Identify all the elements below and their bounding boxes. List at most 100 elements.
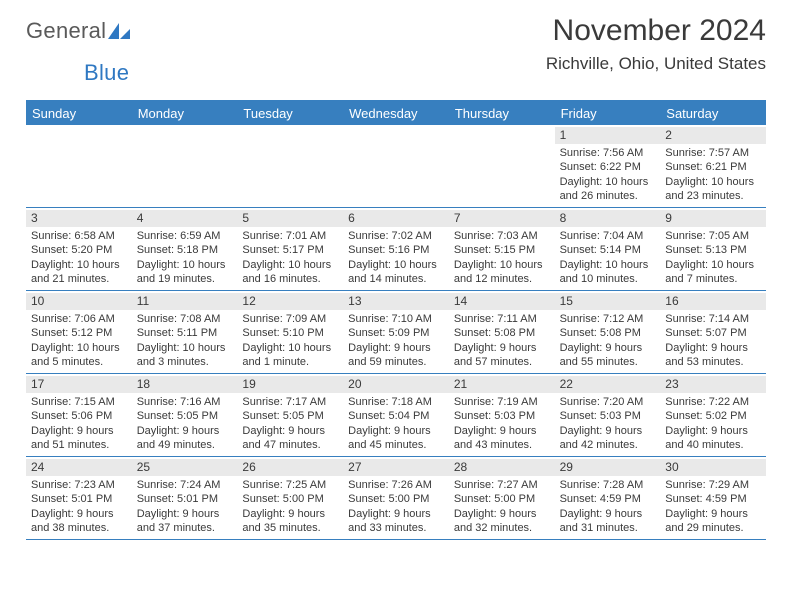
sunrise-line: Sunrise: 7:27 AM xyxy=(454,478,550,492)
location-label: Richville, Ohio, United States xyxy=(546,54,766,74)
daylight-line-2: and 21 minutes. xyxy=(31,272,127,286)
sunset-line: Sunset: 5:03 PM xyxy=(454,409,550,423)
calendar-cell: 4Sunrise: 6:59 AMSunset: 5:18 PMDaylight… xyxy=(132,208,238,290)
daylight-line-2: and 42 minutes. xyxy=(560,438,656,452)
calendar-cell: 26Sunrise: 7:25 AMSunset: 5:00 PMDayligh… xyxy=(237,457,343,539)
day-number: 6 xyxy=(343,210,449,227)
day-number: 29 xyxy=(555,459,661,476)
daylight-line-2: and 53 minutes. xyxy=(665,355,761,369)
daylight-line-1: Daylight: 10 hours xyxy=(348,258,444,272)
daylight-line-2: and 12 minutes. xyxy=(454,272,550,286)
day-number: 21 xyxy=(449,376,555,393)
daylight-line-1: Daylight: 9 hours xyxy=(137,424,233,438)
day-number: 16 xyxy=(660,293,766,310)
calendar-cell: 20Sunrise: 7:18 AMSunset: 5:04 PMDayligh… xyxy=(343,374,449,456)
calendar-cell: 17Sunrise: 7:15 AMSunset: 5:06 PMDayligh… xyxy=(26,374,132,456)
sunrise-line: Sunrise: 6:58 AM xyxy=(31,229,127,243)
calendar-cell: 14Sunrise: 7:11 AMSunset: 5:08 PMDayligh… xyxy=(449,291,555,373)
logo-text-2: Blue xyxy=(84,60,129,86)
daylight-line-1: Daylight: 10 hours xyxy=(560,175,656,189)
daylight-line-1: Daylight: 9 hours xyxy=(665,424,761,438)
day-number: 30 xyxy=(660,459,766,476)
sunset-line: Sunset: 5:10 PM xyxy=(242,326,338,340)
sunset-line: Sunset: 5:18 PM xyxy=(137,243,233,257)
sunset-line: Sunset: 5:01 PM xyxy=(137,492,233,506)
calendar-cell: 6Sunrise: 7:02 AMSunset: 5:16 PMDaylight… xyxy=(343,208,449,290)
daylight-line-2: and 49 minutes. xyxy=(137,438,233,452)
sunset-line: Sunset: 5:03 PM xyxy=(560,409,656,423)
sunset-line: Sunset: 5:06 PM xyxy=(31,409,127,423)
day-header: Sunday xyxy=(26,102,132,125)
sunrise-line: Sunrise: 7:12 AM xyxy=(560,312,656,326)
day-number: 9 xyxy=(660,210,766,227)
sunrise-line: Sunrise: 7:56 AM xyxy=(560,146,656,160)
calendar-cell: 21Sunrise: 7:19 AMSunset: 5:03 PMDayligh… xyxy=(449,374,555,456)
calendar-cell: 22Sunrise: 7:20 AMSunset: 5:03 PMDayligh… xyxy=(555,374,661,456)
header: General Blue November 2024 Richville, Oh… xyxy=(0,0,792,90)
sunset-line: Sunset: 5:01 PM xyxy=(31,492,127,506)
sunrise-line: Sunrise: 7:24 AM xyxy=(137,478,233,492)
daylight-line-1: Daylight: 10 hours xyxy=(454,258,550,272)
daylight-line-1: Daylight: 9 hours xyxy=(560,507,656,521)
calendar-cell xyxy=(449,125,555,207)
sunrise-line: Sunrise: 7:10 AM xyxy=(348,312,444,326)
day-number: 26 xyxy=(237,459,343,476)
calendar-cell xyxy=(132,125,238,207)
daylight-line-1: Daylight: 9 hours xyxy=(348,424,444,438)
day-number: 28 xyxy=(449,459,555,476)
day-number: 27 xyxy=(343,459,449,476)
day-number: 10 xyxy=(26,293,132,310)
day-header: Tuesday xyxy=(237,102,343,125)
calendar-cell: 5Sunrise: 7:01 AMSunset: 5:17 PMDaylight… xyxy=(237,208,343,290)
sunset-line: Sunset: 5:00 PM xyxy=(242,492,338,506)
daylight-line-2: and 38 minutes. xyxy=(31,521,127,535)
sunset-line: Sunset: 5:02 PM xyxy=(665,409,761,423)
calendar-cell xyxy=(26,125,132,207)
calendar-cell: 29Sunrise: 7:28 AMSunset: 4:59 PMDayligh… xyxy=(555,457,661,539)
page-title: November 2024 xyxy=(553,14,766,48)
day-number: 1 xyxy=(555,127,661,144)
day-number: 8 xyxy=(555,210,661,227)
sunset-line: Sunset: 5:13 PM xyxy=(665,243,761,257)
sunrise-line: Sunrise: 7:23 AM xyxy=(31,478,127,492)
day-number: 25 xyxy=(132,459,238,476)
calendar-cell: 10Sunrise: 7:06 AMSunset: 5:12 PMDayligh… xyxy=(26,291,132,373)
calendar-cell: 8Sunrise: 7:04 AMSunset: 5:14 PMDaylight… xyxy=(555,208,661,290)
weeks-container: 1Sunrise: 7:56 AMSunset: 6:22 PMDaylight… xyxy=(26,125,766,540)
calendar-cell: 12Sunrise: 7:09 AMSunset: 5:10 PMDayligh… xyxy=(237,291,343,373)
sunset-line: Sunset: 5:05 PM xyxy=(137,409,233,423)
daylight-line-1: Daylight: 9 hours xyxy=(454,424,550,438)
sunrise-line: Sunrise: 7:08 AM xyxy=(137,312,233,326)
daylight-line-2: and 14 minutes. xyxy=(348,272,444,286)
daylight-line-1: Daylight: 10 hours xyxy=(665,258,761,272)
daylight-line-2: and 26 minutes. xyxy=(560,189,656,203)
sunrise-line: Sunrise: 7:20 AM xyxy=(560,395,656,409)
day-number: 17 xyxy=(26,376,132,393)
sunrise-line: Sunrise: 7:05 AM xyxy=(665,229,761,243)
day-number: 24 xyxy=(26,459,132,476)
daylight-line-1: Daylight: 10 hours xyxy=(242,258,338,272)
day-number: 3 xyxy=(26,210,132,227)
logo-text-1: General xyxy=(26,18,106,44)
daylight-line-2: and 31 minutes. xyxy=(560,521,656,535)
day-number: 22 xyxy=(555,376,661,393)
daylight-line-1: Daylight: 10 hours xyxy=(560,258,656,272)
daylight-line-1: Daylight: 10 hours xyxy=(242,341,338,355)
sunrise-line: Sunrise: 7:26 AM xyxy=(348,478,444,492)
daylight-line-1: Daylight: 9 hours xyxy=(560,341,656,355)
daylight-line-2: and 55 minutes. xyxy=(560,355,656,369)
calendar-cell: 25Sunrise: 7:24 AMSunset: 5:01 PMDayligh… xyxy=(132,457,238,539)
daylight-line-2: and 29 minutes. xyxy=(665,521,761,535)
daylight-line-2: and 32 minutes. xyxy=(454,521,550,535)
sunrise-line: Sunrise: 7:04 AM xyxy=(560,229,656,243)
day-number: 15 xyxy=(555,293,661,310)
daylight-line-2: and 57 minutes. xyxy=(454,355,550,369)
daylight-line-1: Daylight: 9 hours xyxy=(665,341,761,355)
daylight-line-1: Daylight: 9 hours xyxy=(242,507,338,521)
sunrise-line: Sunrise: 7:03 AM xyxy=(454,229,550,243)
calendar-cell: 3Sunrise: 6:58 AMSunset: 5:20 PMDaylight… xyxy=(26,208,132,290)
day-number: 13 xyxy=(343,293,449,310)
daylight-line-2: and 40 minutes. xyxy=(665,438,761,452)
sunrise-line: Sunrise: 6:59 AM xyxy=(137,229,233,243)
day-number: 19 xyxy=(237,376,343,393)
